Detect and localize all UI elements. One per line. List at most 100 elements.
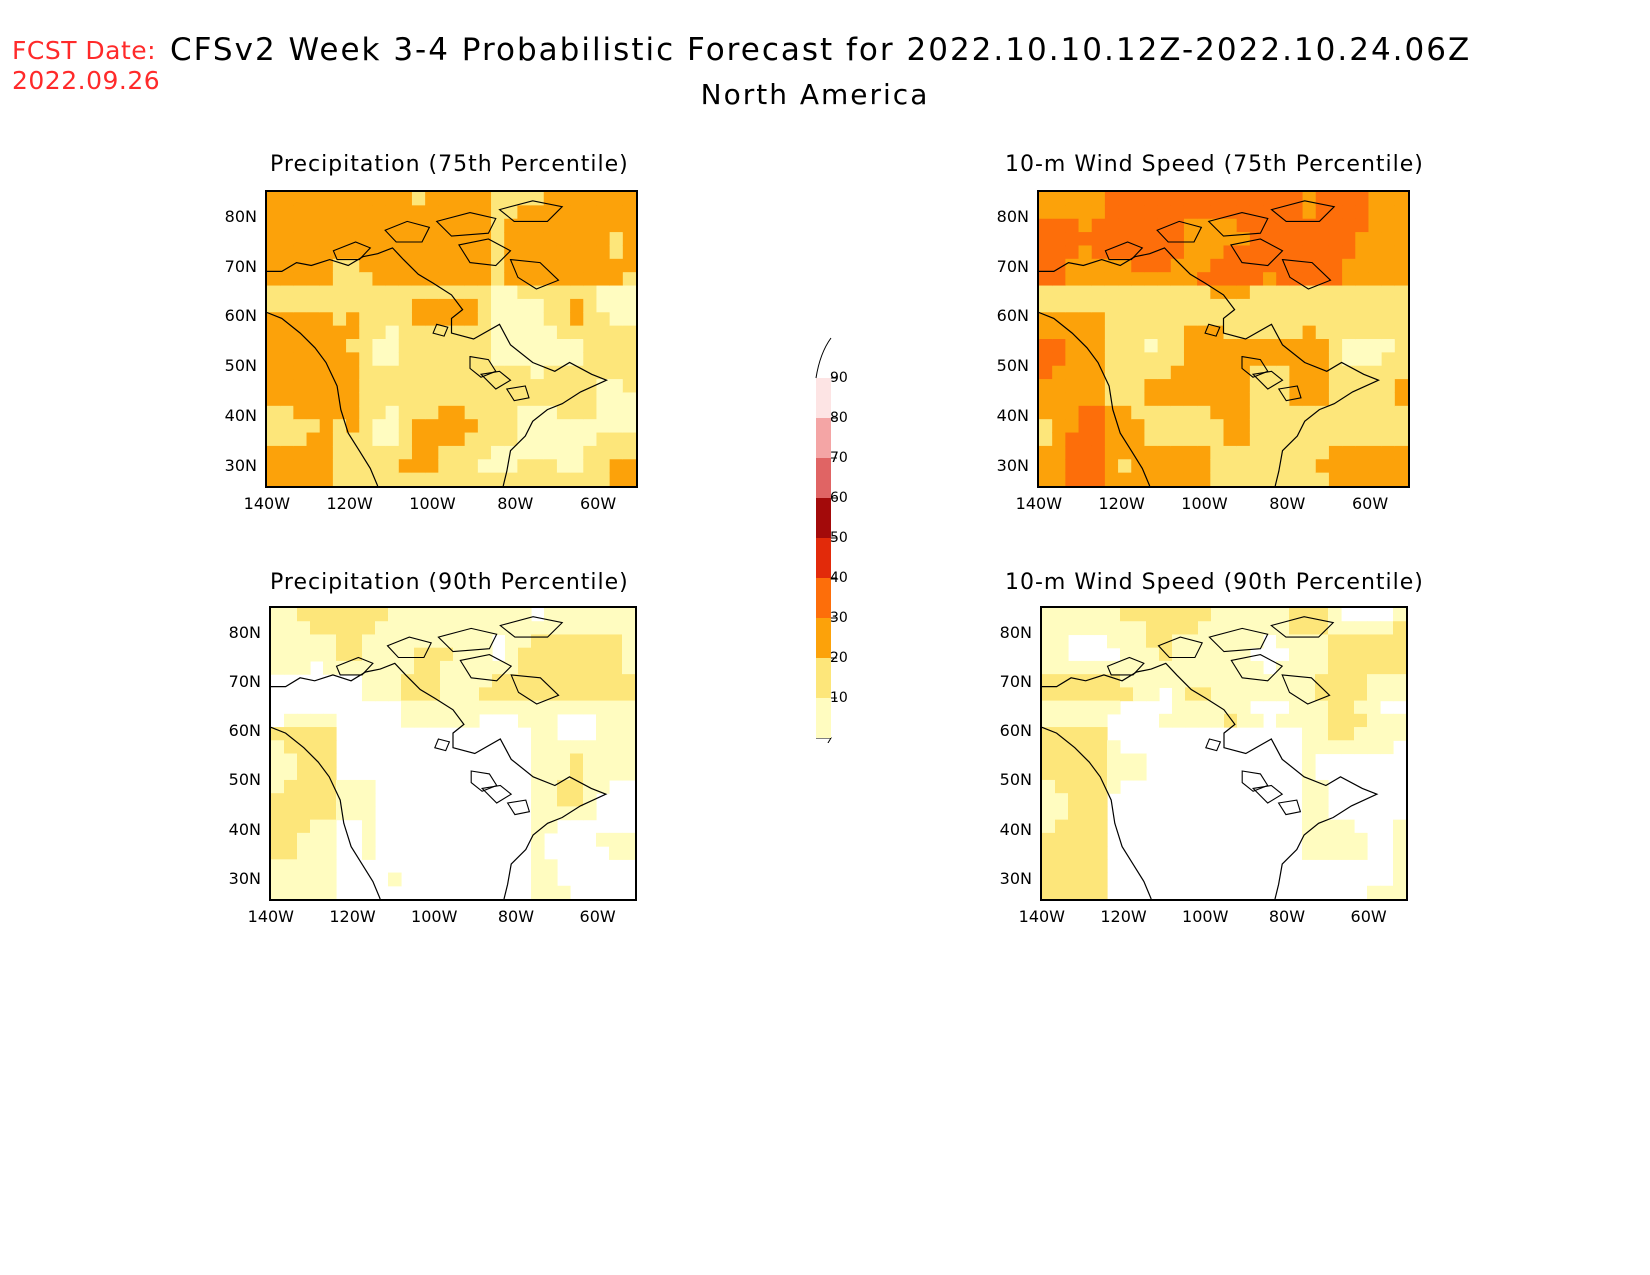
forecast-cell <box>570 793 584 808</box>
forecast-cell <box>464 365 479 380</box>
forecast-cell <box>622 432 636 447</box>
forecast-cell <box>1249 472 1264 486</box>
forecast-cell <box>1315 419 1330 434</box>
forecast-cell <box>1118 245 1132 260</box>
forecast-cell <box>372 325 387 340</box>
forecast-cell <box>1055 779 1069 794</box>
forecast-cell <box>271 885 285 899</box>
forecast-cell <box>1355 285 1370 300</box>
forecast-cell <box>1263 192 1277 206</box>
forecast-cell <box>1197 445 1211 460</box>
forecast-cell <box>622 325 636 340</box>
forecast-cell <box>1170 298 1185 313</box>
forecast-cell <box>609 727 623 741</box>
forecast-cell <box>346 312 360 327</box>
forecast-cell <box>557 674 571 688</box>
forecast-cell <box>362 634 376 649</box>
forecast-cell <box>297 608 311 622</box>
forecast-cell <box>1170 472 1185 486</box>
forecast-cell <box>1104 339 1119 353</box>
forecast-cell <box>543 459 558 474</box>
forecast-cell <box>1172 608 1186 622</box>
forecast-cell <box>543 192 558 206</box>
forecast-cell <box>1065 392 1080 407</box>
forecast-cell <box>297 832 311 847</box>
forecast-cell <box>1276 472 1290 486</box>
forecast-cell <box>293 258 308 273</box>
forecast-cell <box>530 298 545 313</box>
forecast-cell <box>1342 218 1356 233</box>
forecast-cell <box>464 405 479 420</box>
forecast-cell <box>1211 660 1225 675</box>
forecast-cell <box>284 740 298 755</box>
forecast-cell <box>1055 846 1069 860</box>
forecast-cell <box>544 793 558 808</box>
forecast-cell <box>1315 218 1330 233</box>
forecast-cell <box>1039 459 1053 474</box>
forecast-cell <box>1157 365 1172 380</box>
forecast-cell <box>622 621 635 636</box>
map-precip75 <box>265 190 638 488</box>
forecast-cell <box>438 459 453 474</box>
forecast-cell <box>1065 365 1080 380</box>
forecast-cell <box>362 832 376 847</box>
forecast-cell <box>530 339 545 353</box>
forecast-cell <box>1394 232 1408 247</box>
forecast-cell <box>323 806 337 821</box>
forecast-cell <box>401 713 415 728</box>
forecast-cell <box>491 218 505 233</box>
forecast-cell <box>517 258 532 273</box>
forecast-cell <box>398 379 413 394</box>
forecast-cell <box>1236 339 1251 353</box>
forecast-cell <box>1131 432 1146 447</box>
forecast-cell <box>1381 272 1396 287</box>
forecast-cell <box>332 192 347 206</box>
forecast-cell <box>1144 272 1159 287</box>
forecast-cell <box>1315 352 1330 367</box>
forecast-cell <box>332 472 347 486</box>
forecast-cell <box>1354 740 1368 755</box>
forecast-cell <box>1236 419 1251 434</box>
forecast-cell <box>1055 793 1069 808</box>
coastline <box>1039 247 1381 486</box>
forecast-cell <box>1367 634 1381 649</box>
forecast-cell <box>362 674 376 688</box>
forecast-cell <box>1249 365 1264 380</box>
forecast-cell <box>293 285 308 300</box>
forecast-cell <box>1078 472 1093 486</box>
forecast-cell <box>517 272 532 287</box>
forecast-cell <box>530 365 545 380</box>
forecast-cell <box>504 298 518 313</box>
forecast-cell <box>1065 232 1080 247</box>
coastline-feature <box>498 200 564 222</box>
forecast-cell <box>1081 713 1095 728</box>
forecast-cell <box>1342 379 1356 394</box>
forecast-cell <box>1065 258 1080 273</box>
forecast-cell <box>1341 621 1355 636</box>
forecast-cell <box>1276 218 1290 233</box>
forecast-cell <box>271 766 285 781</box>
forecast-cell <box>1210 258 1225 273</box>
forecast-cell <box>385 352 400 367</box>
forecast-cell <box>271 846 285 860</box>
forecast-cell <box>1368 258 1383 273</box>
forecast-cell <box>332 205 347 220</box>
lon-tick-label: 100W <box>1181 494 1228 513</box>
forecast-cell <box>1052 379 1066 394</box>
forecast-cell <box>1302 819 1316 834</box>
forecast-cell <box>570 298 584 313</box>
forecast-cell <box>609 608 623 622</box>
forecast-cell <box>1094 713 1108 728</box>
forecast-cell <box>1302 272 1317 287</box>
forecast-cell <box>1354 634 1368 649</box>
forecast-cell <box>1091 192 1106 206</box>
forecast-cell <box>583 608 597 622</box>
forecast-cell <box>479 621 493 636</box>
forecast-cell <box>1328 352 1343 367</box>
forecast-cell <box>440 608 454 622</box>
forecast-cell <box>1055 832 1069 847</box>
forecast-cell <box>1341 647 1355 662</box>
forecast-cell <box>570 365 584 380</box>
forecast-cell <box>1328 727 1342 741</box>
forecast-cell <box>306 218 321 233</box>
